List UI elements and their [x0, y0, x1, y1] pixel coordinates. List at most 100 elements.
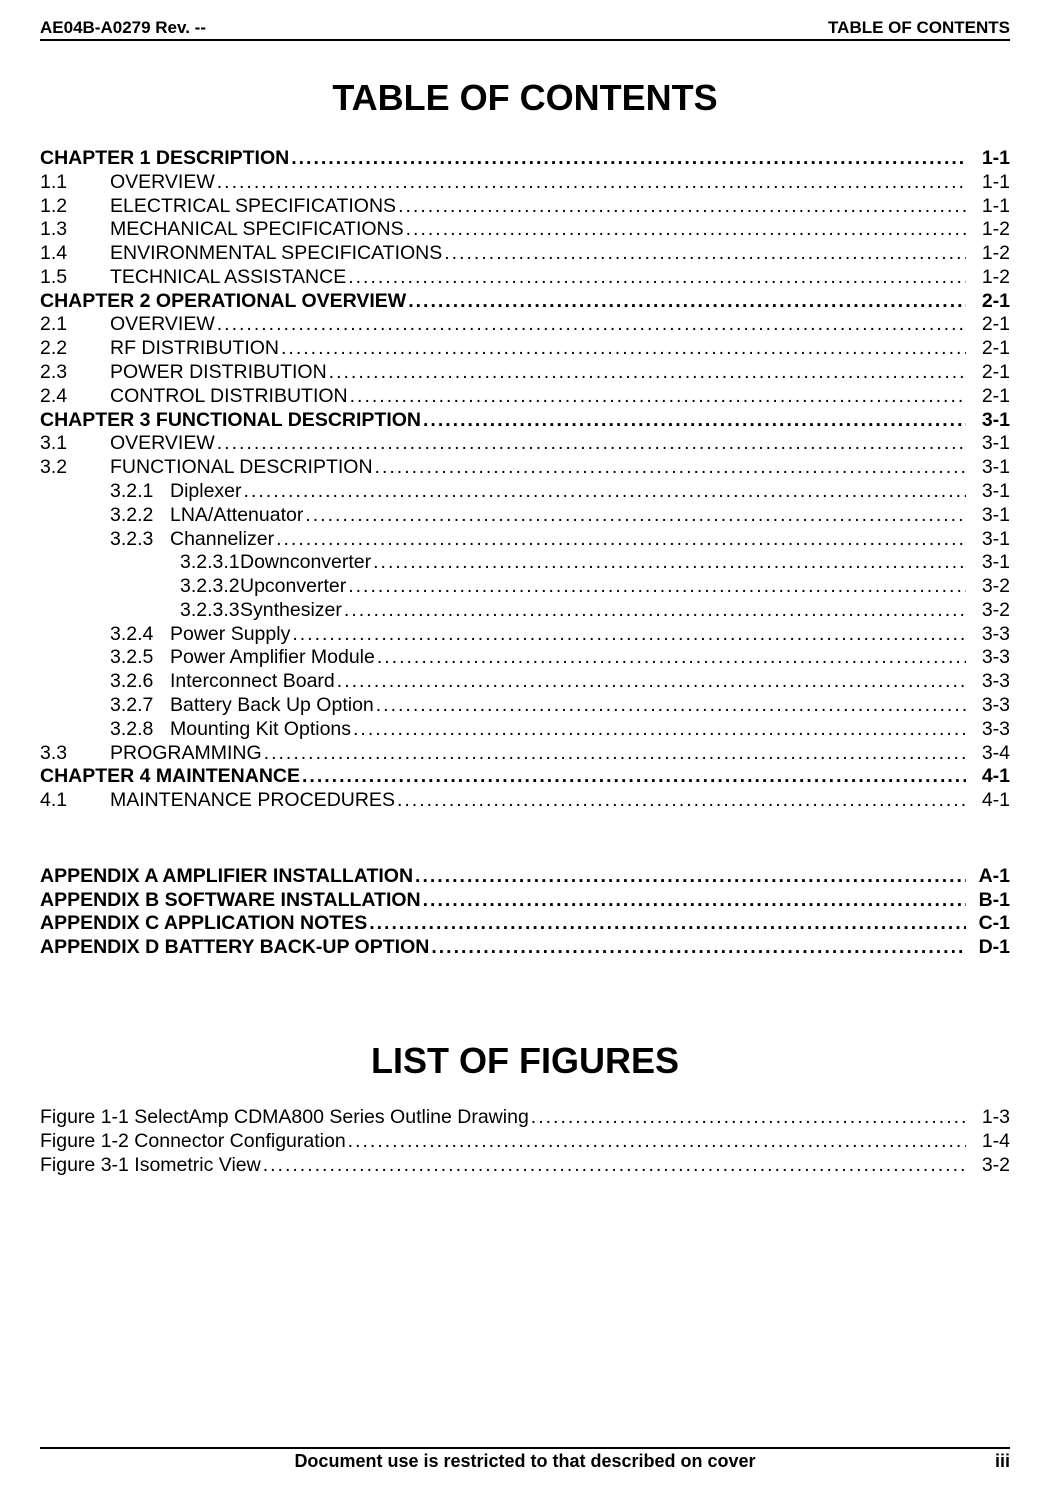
toc-entry-label: Interconnect Board: [170, 670, 335, 694]
toc-entry-page: C-1: [968, 912, 1010, 936]
toc-entry-label: ELECTRICAL SPECIFICATIONS: [110, 195, 396, 219]
toc-entry-label: PROGRAMMING: [110, 742, 262, 766]
toc-entry-label: Mounting Kit Options: [170, 718, 351, 742]
toc-entry-label: RF DISTRIBUTION: [110, 337, 279, 361]
toc-leader-dots: [244, 480, 966, 504]
toc-leader-dots: [263, 1154, 966, 1178]
header-doc-id: AE04B-A0279 Rev. --: [40, 18, 206, 38]
toc-entry-number: 3.2: [40, 456, 110, 480]
toc-entry-number: 1.5: [40, 266, 110, 290]
toc-entry-label: Figure 1-2 Connector Configuration: [40, 1130, 346, 1154]
toc-entry-label: OVERVIEW: [110, 432, 215, 456]
toc-row: 3.3PROGRAMMING 3-4: [40, 742, 1010, 766]
toc-body: CHAPTER 1 DESCRIPTION 1-11.1OVERVIEW 1-1…: [40, 147, 1010, 813]
toc-leader-dots: [353, 718, 966, 742]
toc-leader-dots: [329, 361, 966, 385]
toc-row: 2.1OVERVIEW 2-1: [40, 313, 1010, 337]
toc-entry-page: 2-1: [968, 337, 1010, 361]
toc-entry-number: 3.2.7: [110, 694, 170, 718]
toc-row: 3.2.4Power Supply 3-3: [40, 623, 1010, 647]
toc-leader-dots: [292, 623, 966, 647]
toc-leader-dots: [423, 409, 966, 433]
toc-entry-number: 3.2.2: [110, 504, 170, 528]
toc-leader-dots: [350, 385, 966, 409]
toc-row: 3.2.1Diplexer 3-1: [40, 480, 1010, 504]
toc-leader-dots: [217, 171, 966, 195]
toc-entry-label: MAINTENANCE PROCEDURES: [110, 789, 395, 813]
toc-entry-label: MECHANICAL SPECIFICATIONS: [110, 218, 404, 242]
toc-leader-dots: [408, 290, 966, 314]
toc-entry-page: 3-3: [968, 646, 1010, 670]
toc-row: 3.2.5Power Amplifier Module 3-3: [40, 646, 1010, 670]
header-rule: AE04B-A0279 Rev. -- TABLE OF CONTENTS: [40, 12, 1010, 41]
toc-entry-label: CHAPTER 4 MAINTENANCE: [40, 765, 300, 789]
toc-entry-label: Diplexer: [170, 480, 242, 504]
toc-leader-dots: [415, 865, 966, 889]
toc-entry-label: FUNCTIONAL DESCRIPTION: [110, 456, 373, 480]
toc-entry-page: 3-2: [968, 1154, 1010, 1178]
toc-row: 3.2.3.3Synthesizer 3-2: [40, 599, 1010, 623]
toc-entry-page: B-1: [968, 889, 1010, 913]
toc-leader-dots: [397, 789, 966, 813]
toc-appendix-gap: [40, 813, 1010, 865]
toc-entry-label: Synthesizer: [240, 599, 342, 623]
toc-row: Figure 1-2 Connector Configuration 1-4: [40, 1130, 1010, 1154]
toc-entry-number: 2.3: [40, 361, 110, 385]
toc-leader-dots: [531, 1106, 966, 1130]
toc-row: APPENDIX B SOFTWARE INSTALLATION B-1: [40, 889, 1010, 913]
toc-row: 2.2RF DISTRIBUTION 2-1: [40, 337, 1010, 361]
toc-title: TABLE OF CONTENTS: [40, 77, 1010, 119]
toc-row: 3.1OVERVIEW 3-1: [40, 432, 1010, 456]
toc-entry-number: 3.2.3.2: [180, 575, 240, 599]
toc-leader-dots: [423, 889, 966, 913]
toc-row: APPENDIX A AMPLIFIER INSTALLATION A-1: [40, 865, 1010, 889]
toc-entry-label: OVERVIEW: [110, 313, 215, 337]
toc-leader-dots: [291, 147, 966, 171]
toc-entry-label: LNA/Attenuator: [170, 504, 303, 528]
toc-row: APPENDIX D BATTERY BACK-UP OPTION D-1: [40, 936, 1010, 960]
toc-entry-label: APPENDIX D BATTERY BACK-UP OPTION: [40, 936, 429, 960]
toc-entry-label: POWER DISTRIBUTION: [110, 361, 327, 385]
toc-row: 2.3POWER DISTRIBUTION 2-1: [40, 361, 1010, 385]
toc-entry-page: 1-3: [968, 1106, 1010, 1130]
header-right: TABLE OF CONTENTS: [828, 18, 1010, 38]
toc-leader-dots: [217, 432, 966, 456]
toc-entry-page: 3-1: [968, 432, 1010, 456]
footer-rule: Document use is restricted to that descr…: [40, 1447, 1010, 1472]
toc-row: 1.2ELECTRICAL SPECIFICATIONS 1-1: [40, 195, 1010, 219]
footer-center: Document use is restricted to that descr…: [80, 1451, 970, 1472]
toc-entry-page: 2-1: [968, 313, 1010, 337]
toc-row: 2.4CONTROL DISTRIBUTION 2-1: [40, 385, 1010, 409]
toc-row: Figure 1-1 SelectAmp CDMA800 Series Outl…: [40, 1106, 1010, 1130]
toc-entry-label: APPENDIX C APPLICATION NOTES: [40, 912, 367, 936]
toc-entry-number: 3.2.3.1: [180, 551, 240, 575]
toc-row: 3.2.7Battery Back Up Option 3-3: [40, 694, 1010, 718]
toc-entry-label: CHAPTER 3 FUNCTIONAL DESCRIPTION: [40, 409, 421, 433]
toc-entry-number: 2.1: [40, 313, 110, 337]
toc-entry-number: 3.2.3.3: [180, 599, 240, 623]
toc-entry-page: A-1: [968, 865, 1010, 889]
toc-entry-label: CHAPTER 1 DESCRIPTION: [40, 147, 289, 171]
toc-entry-page: 3-1: [968, 551, 1010, 575]
toc-entry-page: 3-1: [968, 480, 1010, 504]
lof-body: Figure 1-1 SelectAmp CDMA800 Series Outl…: [40, 1106, 1010, 1177]
toc-entry-page: 3-4: [968, 742, 1010, 766]
toc-entry-page: 3-3: [968, 623, 1010, 647]
toc-leader-dots: [302, 765, 966, 789]
toc-entry-page: 2-1: [968, 290, 1010, 314]
toc-row: 3.2.2LNA/Attenuator 3-1: [40, 504, 1010, 528]
toc-entry-page: 3-1: [968, 528, 1010, 552]
toc-row: 3.2.3.2Upconverter 3-2: [40, 575, 1010, 599]
toc-leader-dots: [431, 936, 966, 960]
toc-entry-page: 1-1: [968, 147, 1010, 171]
toc-entry-page: 3-3: [968, 694, 1010, 718]
toc-entry-label: Channelizer: [170, 528, 274, 552]
toc-entry-page: 3-1: [968, 456, 1010, 480]
toc-leader-dots: [373, 551, 966, 575]
toc-leader-dots: [348, 575, 966, 599]
toc-entry-page: 3-3: [968, 718, 1010, 742]
toc-entry-page: 1-1: [968, 171, 1010, 195]
toc-leader-dots: [276, 528, 966, 552]
toc-leader-dots: [264, 742, 966, 766]
toc-entry-number: 3.3: [40, 742, 110, 766]
